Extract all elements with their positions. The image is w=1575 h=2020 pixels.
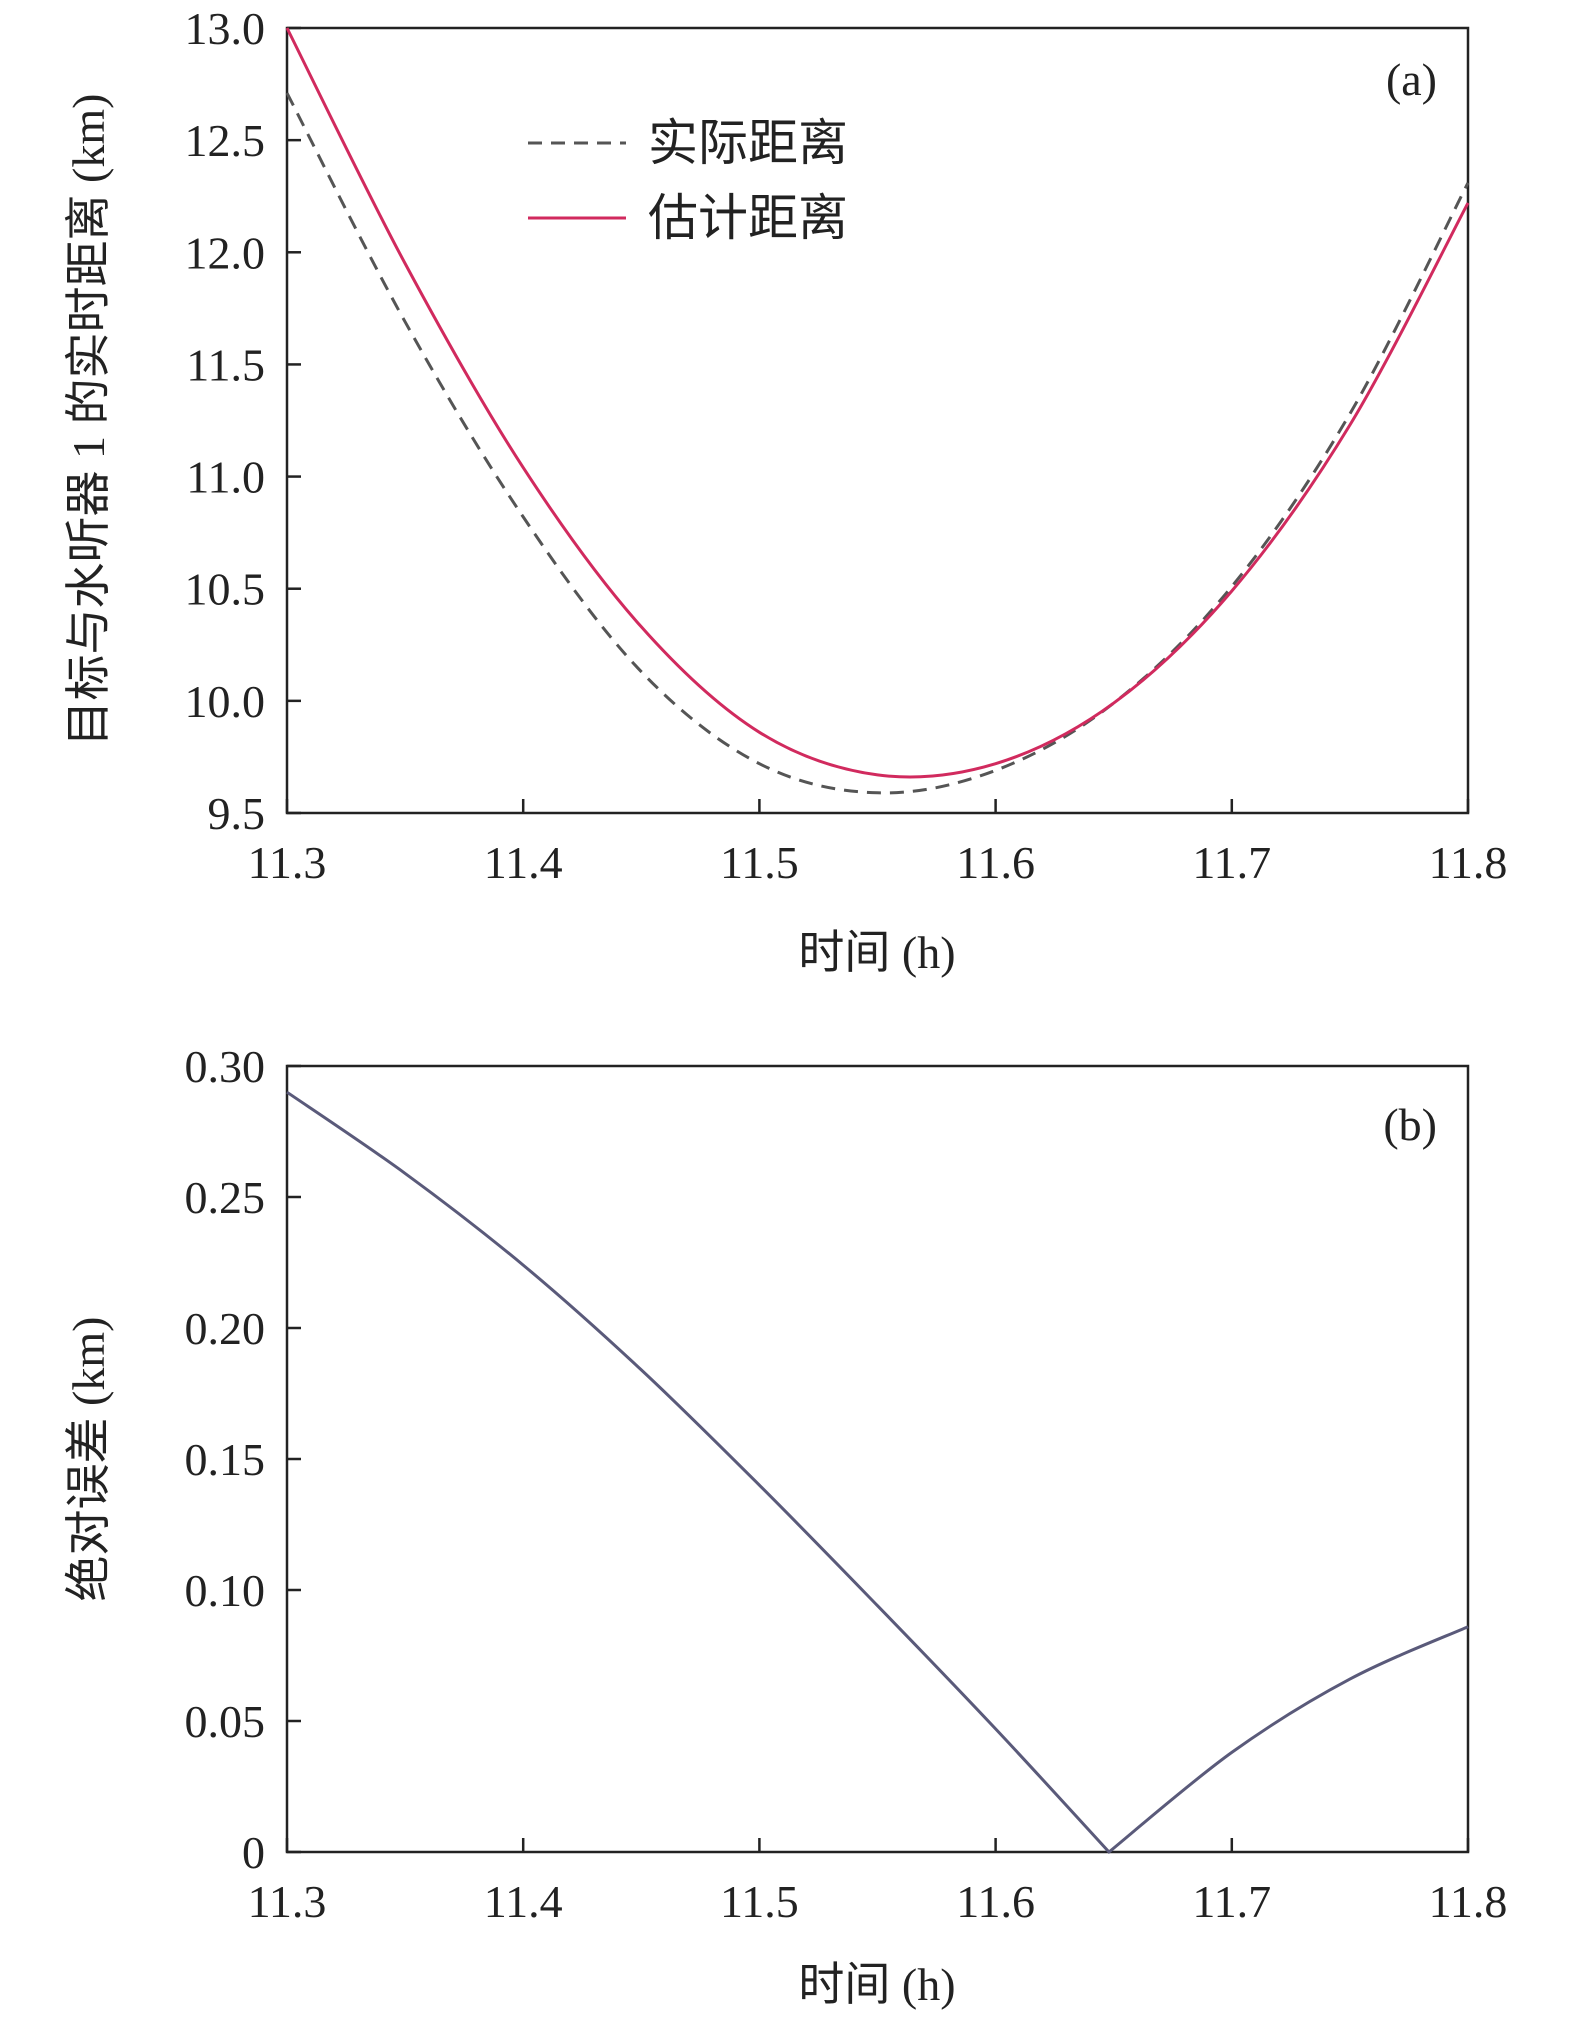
series-lines-b [286,1090,1469,1855]
y-axis-title-a: 目标与水听器 1 的实时距离 (km) [63,94,114,747]
x-tick-label: 11.3 [248,1876,327,1927]
x-tick-label: 11.6 [956,1876,1035,1927]
y-tick-label: 12.5 [185,115,266,166]
y-tick-label: 0.20 [185,1303,266,1354]
y-tick-label: 10.0 [185,676,266,727]
panel-label-b: (b) [1383,1099,1437,1150]
x-tick-label: 11.5 [720,837,799,888]
y-tick-label: 0.05 [185,1696,266,1747]
panel-label-a: (a) [1386,54,1437,105]
panel-b: 00.050.100.150.200.250.30 11.3 11.4 11.5 11… [63,1041,1507,2010]
series-line-b-0 [286,1090,1469,1855]
x-tick-label: 11.7 [1192,1876,1271,1927]
series-line-a-0 [285,92,1470,795]
x-axis-title-a: 时间 (h) [798,927,955,978]
y-tick-label: 13.0 [185,3,266,54]
x-tick-label: 11.8 [1429,837,1508,888]
panel-a: 9.5 10.0 10.5 11.0 11.5 12.0 12.5 13.0 11.3 11.4… [63,3,1507,978]
y-ticks-b: 0 0.05 0.10 0.15 0.20 0.25 0.30 [185,1041,301,1878]
y-ticks-a: 9.5 10.0 10.5 11.0 11.5 12.0 12.5 13.0 [185,3,301,839]
x-tick-label: 11.4 [484,1876,563,1927]
y-tick-label: 9.5 [208,788,266,839]
x-tick-label: 11.5 [720,1876,799,1927]
y-tick-label: 0.30 [185,1041,266,1092]
plot-area-a [285,26,1470,815]
plot-area-b [285,1064,1470,1854]
x-ticks-b: 11.3 11.4 11.5 11.6 11.7 11.8 [248,1838,1508,1927]
series-lines-a [285,27,1470,795]
y-tick-label: 0.15 [185,1434,266,1485]
series-line-a-1 [285,27,1470,779]
legend: 实际距离 估计距离 [528,115,848,246]
y-tick-label: 0.10 [185,1565,266,1616]
legend-label-actual: 实际距离 [648,115,848,171]
y-tick-label: 11.5 [186,339,265,390]
y-axis-title-b: 绝对误差 (km) [63,1317,114,1602]
y-tick-label: 0 [242,1827,265,1878]
y-tick-label: 11.0 [186,452,265,503]
legend-label-estimated: 估计距离 [648,190,848,246]
y-tick-label: 0.25 [185,1172,266,1223]
y-tick-label: 10.5 [185,564,266,615]
y-tick-label: 12.0 [185,227,266,278]
x-tick-label: 11.7 [1192,837,1271,888]
x-ticks-a: 11.3 11.4 11.5 11.6 11.7 11.8 [248,799,1508,888]
x-tick-label: 11.6 [956,837,1035,888]
x-tick-label: 11.3 [248,837,327,888]
x-tick-label: 11.8 [1429,1876,1508,1927]
x-tick-label: 11.4 [484,837,563,888]
x-axis-title-b: 时间 (h) [798,1959,955,2010]
